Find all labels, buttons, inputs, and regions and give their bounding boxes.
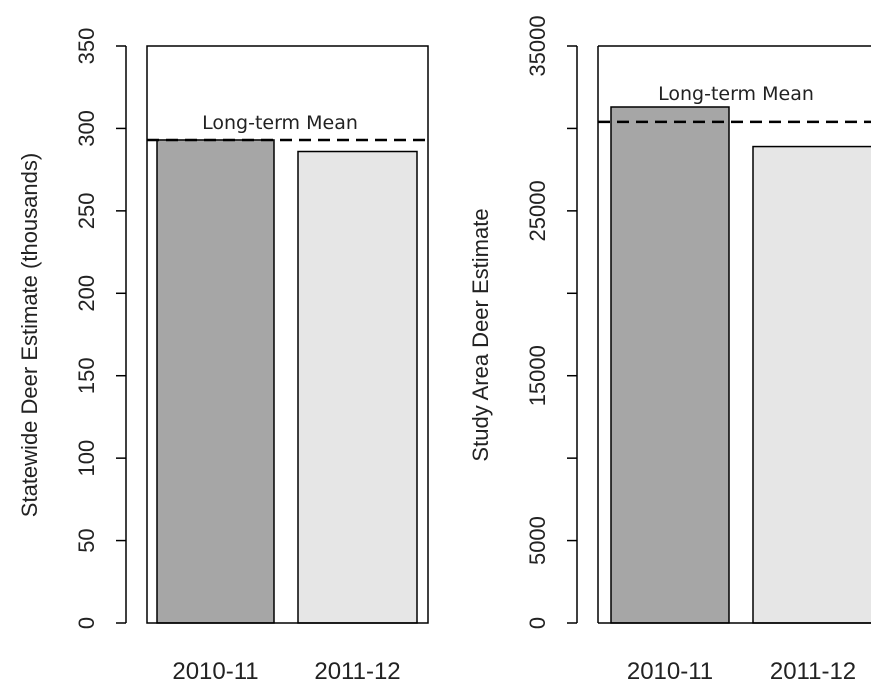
reference-line-label: Long-term Mean xyxy=(658,83,814,105)
x-tick-label: 2011-12 xyxy=(770,658,856,685)
reference-line-label: Long-term Mean xyxy=(202,112,358,134)
y-axis-title: Statewide Deer Estimate (thousands) xyxy=(17,153,42,517)
bar-2010-11 xyxy=(610,106,730,624)
y-tick-label: 100 xyxy=(74,440,99,477)
y-tick-label: 25000 xyxy=(525,180,550,241)
plot-frame xyxy=(146,45,429,624)
y-axis-title: Study Area Deer Estimate xyxy=(468,208,493,461)
y-axis: 0 5000 15000 25000 35000 xyxy=(525,15,578,629)
x-tick-label: 2010-11 xyxy=(627,658,713,685)
y-tick-label: 350 xyxy=(74,28,99,65)
y-tick-label: 300 xyxy=(74,110,99,147)
x-axis-labels: 2010-11 2011-12 xyxy=(172,658,400,685)
bar-2011-12 xyxy=(752,145,871,624)
bars xyxy=(610,106,871,624)
y-tick-label: 250 xyxy=(74,192,99,229)
y-tick-label: 0 xyxy=(525,617,550,629)
y-tick-label: 200 xyxy=(74,275,99,312)
x-tick-label: 2010-11 xyxy=(172,658,258,685)
y-tick-label: 15000 xyxy=(525,345,550,406)
statewide-chart: Statewide Deer Estimate (thousands) 0 50 1… xyxy=(17,28,429,685)
y-tick-label: 150 xyxy=(74,357,99,394)
y-axis: 0 50 100 150 200 250 300 350 xyxy=(74,28,127,629)
y-tick-label: 0 xyxy=(74,617,99,629)
x-tick-label: 2011-12 xyxy=(314,658,400,685)
bar-2010-11 xyxy=(156,139,275,624)
study-area-chart: Study Area Deer Estimate 0 5000 15000 25000… xyxy=(468,15,871,685)
bars xyxy=(156,139,418,624)
y-tick-label: 5000 xyxy=(525,516,550,565)
y-tick-label: 35000 xyxy=(525,15,550,76)
bar-2011-12 xyxy=(297,150,418,624)
x-axis-labels: 2010-11 2011-12 xyxy=(627,658,856,685)
y-tick-label: 50 xyxy=(74,528,99,552)
